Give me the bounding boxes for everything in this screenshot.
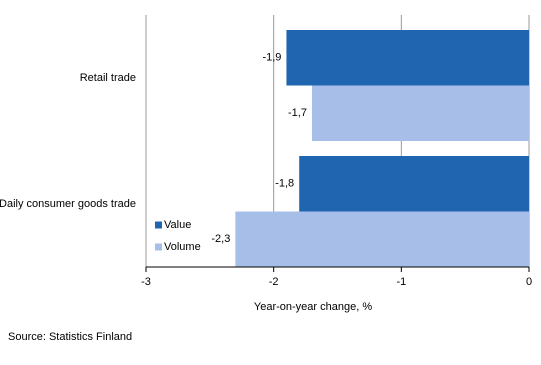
- legend-swatch: [155, 221, 162, 229]
- legend-label: Value: [164, 219, 191, 231]
- source: Source: Statistics Finland: [8, 331, 132, 343]
- y-tick-label: Daily consumer goods trade: [0, 198, 136, 210]
- x-tick-label: -2: [269, 276, 279, 288]
- data-label: -1,7: [288, 107, 307, 119]
- data-label: -2,3: [211, 233, 230, 245]
- data-label: -1,8: [275, 178, 294, 190]
- legend-label: Volume: [164, 241, 201, 253]
- x-axis-label: Year-on-year change, %: [254, 301, 372, 313]
- y-tick-label: Retail trade: [80, 72, 136, 84]
- bar: [311, 85, 529, 141]
- x-tick-label: -3: [141, 276, 151, 288]
- bar: [299, 156, 529, 212]
- bar: [235, 211, 529, 267]
- bar: [286, 30, 529, 86]
- data-label: -1,9: [262, 52, 281, 64]
- x-tick-label: 0: [526, 276, 532, 288]
- legend-swatch: [155, 243, 162, 251]
- x-tick-label: -1: [396, 276, 406, 288]
